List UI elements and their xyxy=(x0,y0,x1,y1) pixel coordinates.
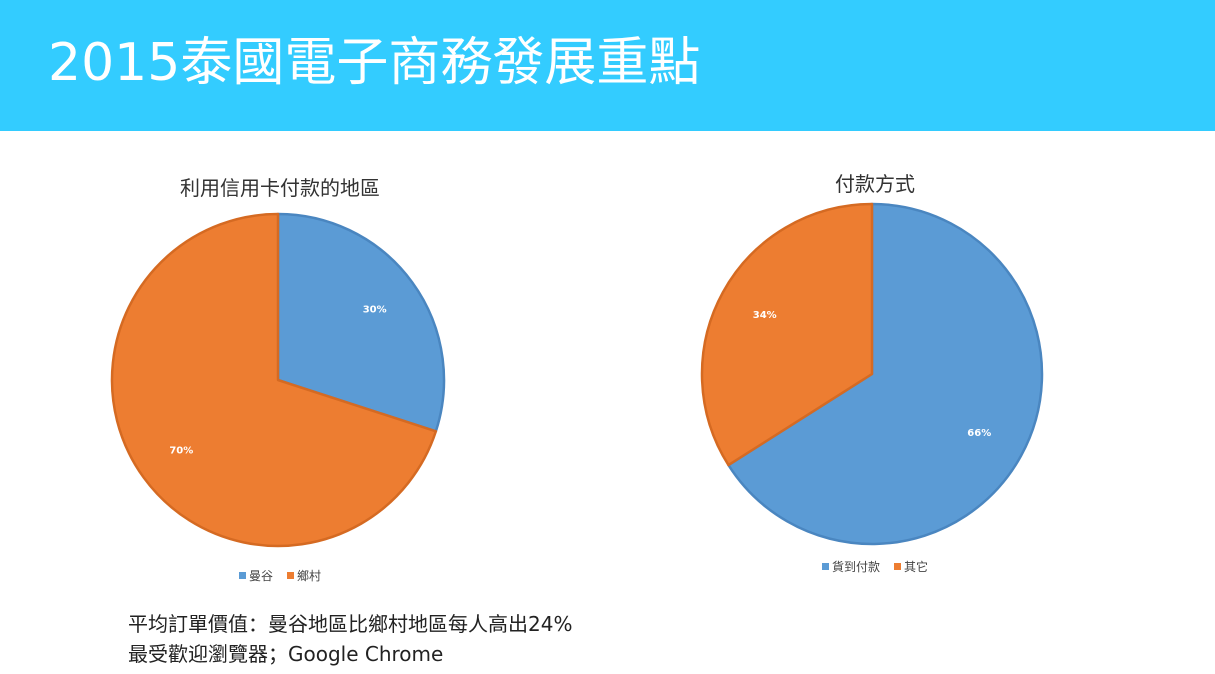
slice-data-label: 66% xyxy=(967,428,991,439)
legend-swatch xyxy=(238,572,246,579)
chart-legend: 曼谷 鄉村 xyxy=(100,567,460,584)
pie-slice-2 xyxy=(110,212,438,548)
pie-slice-1 xyxy=(276,212,446,433)
legend-item: 貨到付款 xyxy=(821,558,880,575)
chart-title: 利用信用卡付款的地區 xyxy=(180,176,380,200)
footnotes: 平均訂單價值：曼谷地區比鄉村地區每人高出24% 最受歡迎瀏覽器；Google C… xyxy=(128,609,572,669)
legend-label: 其它 xyxy=(904,560,929,574)
legend-swatch xyxy=(894,563,901,570)
note-popular-browser: 最受歡迎瀏覽器；Google Chrome xyxy=(128,642,444,666)
slide-header: 2015泰國電子商務發展重點 xyxy=(0,0,1215,131)
pie-slice-1 xyxy=(727,202,1044,546)
slice-data-label: 34% xyxy=(753,310,777,321)
legend-swatch xyxy=(287,572,294,579)
pie-slice-2 xyxy=(700,202,874,467)
note-average-order-value: 平均訂單價值：曼谷地區比鄉村地區每人高出24% xyxy=(128,612,573,636)
legend-swatch xyxy=(821,563,829,570)
legend-item: 鄉村 xyxy=(287,567,321,584)
legend-label: 貨到付款 xyxy=(831,560,880,574)
legend-label: 鄉村 xyxy=(297,569,322,583)
chart-title: 付款方式 xyxy=(835,172,915,196)
slide-title: 2015泰國電子商務發展重點 xyxy=(48,33,701,93)
slice-data-label: 70% xyxy=(169,445,193,456)
pie-chart: 66% 34% xyxy=(700,202,1044,546)
slice-data-label: 30% xyxy=(363,305,387,316)
legend-item: 曼谷 xyxy=(238,567,273,584)
chart-legend: 貨到付款 其它 xyxy=(690,558,1060,575)
payment-method-chart: 付款方式 66% 34% 貨到付款 其它 xyxy=(690,160,1060,590)
pie-chart: 30% 70% xyxy=(110,212,446,548)
legend-item: 其它 xyxy=(894,558,928,575)
legend-label: 曼谷 xyxy=(248,569,273,583)
credit-card-region-chart: 利用信用卡付款的地區 30% 70% 曼谷 鄉村 xyxy=(100,160,460,600)
